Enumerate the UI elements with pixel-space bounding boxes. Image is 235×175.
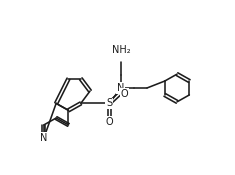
Text: O: O xyxy=(106,117,113,127)
Text: S: S xyxy=(106,98,112,108)
Text: O: O xyxy=(121,89,129,99)
Text: N: N xyxy=(117,83,125,93)
Text: NH₂: NH₂ xyxy=(112,45,130,55)
Text: N: N xyxy=(40,133,47,143)
